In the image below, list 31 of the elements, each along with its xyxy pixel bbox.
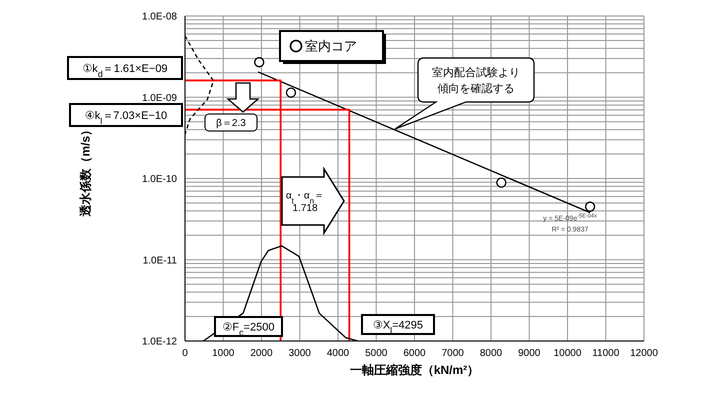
annotation: α$_{t}$・α$_{n}$＝ 1.718 [286, 190, 324, 214]
y-tick-label: 1.0E-09 [142, 92, 178, 104]
x-tick-label: 11000 [592, 348, 620, 360]
x-tick-label: 10000 [554, 348, 582, 360]
point [496, 177, 506, 188]
x-tick-label: 0 [182, 348, 188, 360]
x-tick-label: 2000 [250, 348, 274, 360]
point [584, 202, 596, 212]
point [254, 57, 264, 68]
annotation: β＝2.3 [216, 118, 246, 129]
text: ①k$_{d}$＝1.61×E−09 [82, 62, 168, 79]
y-tick-label: 1.0E-08 [142, 12, 178, 23]
point [286, 87, 296, 98]
y-tick-label: 1.0E-10 [142, 174, 178, 186]
x-tick-label: 8000 [480, 348, 503, 360]
legend-label: 室内コア [305, 38, 357, 54]
annotation: 室内配合試験より [432, 66, 520, 79]
x-tick-label: 3000 [288, 348, 312, 360]
x-tick-label: 5000 [365, 348, 388, 360]
x-tick-label: 9000 [518, 348, 541, 360]
x-tick-label: 1000 [212, 348, 235, 360]
x-tick-label: 4000 [326, 348, 350, 360]
x-tick-label: 6000 [403, 348, 426, 360]
x-axis-title: 一軸圧縮強度（kN/m²） [350, 363, 480, 377]
x-tick-label: 7000 [442, 348, 464, 360]
y-tick-label: 1.0E-11 [142, 255, 178, 266]
annotation: 傾向を確認する [438, 82, 514, 95]
x-tick-label: 12000 [630, 348, 658, 360]
y-axis-title: 透水係数（m/s） [78, 124, 92, 218]
text: ④k$_{l}$＝7.03×E−10 [84, 110, 168, 126]
y-tick-label: 1.0E-12 [142, 336, 178, 348]
